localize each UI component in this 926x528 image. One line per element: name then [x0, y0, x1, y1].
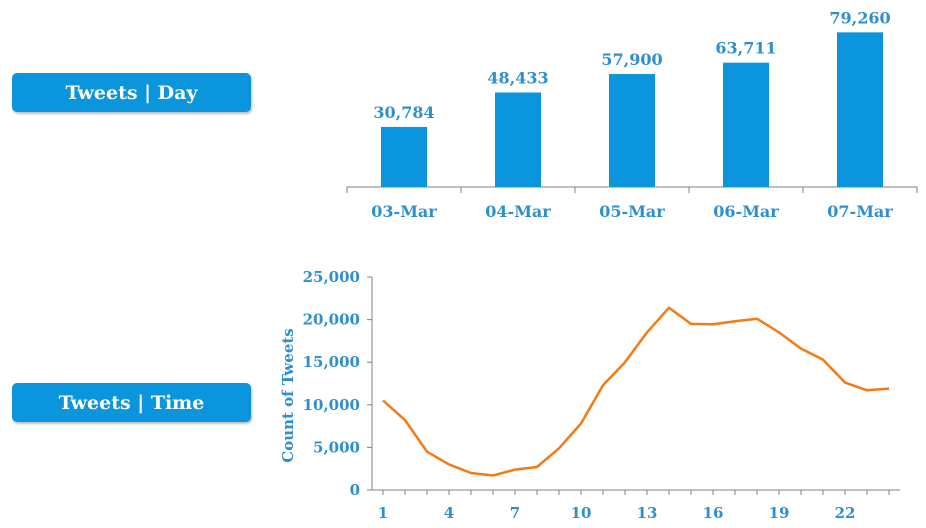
line-x-tick-label: 16	[703, 504, 724, 522]
line-series-tweets	[382, 306, 890, 477]
line-y-tick-label: 15,000	[303, 353, 360, 371]
bar-category-label: 04-Mar	[485, 202, 551, 221]
line-y-axis-title: Count of Tweets	[279, 328, 297, 462]
line-x-tick-label: 10	[571, 504, 592, 522]
tweets-time-label: Tweets | Time	[12, 383, 251, 422]
bar-06-Mar	[723, 62, 769, 187]
bar-category-label: 06-Mar	[713, 202, 779, 221]
bar-data-label: 63,711	[715, 39, 776, 58]
line-y-tick-label: 0	[350, 481, 360, 499]
bar-data-label: 57,900	[601, 50, 662, 69]
bar-data-label: 48,433	[487, 68, 548, 87]
tweets-day-label: Tweets | Day	[12, 73, 251, 112]
line-x-tick-label: 22	[835, 504, 856, 522]
line-y-tick-label: 5,000	[313, 438, 360, 456]
line-x-tick-label: 7	[510, 504, 520, 522]
bar-category-label: 07-Mar	[827, 202, 893, 221]
bar-category-label: 05-Mar	[599, 202, 665, 221]
bar-04-Mar	[495, 92, 541, 187]
line-x-tick-label: 4	[444, 504, 454, 522]
bar-07-Mar	[837, 32, 883, 187]
bar-data-label: 79,260	[829, 8, 890, 27]
bar-05-Mar	[609, 74, 655, 187]
line-y-tick-label: 20,000	[303, 311, 360, 329]
bar-data-label: 30,784	[373, 103, 434, 122]
line-x-tick-label: 13	[637, 504, 658, 522]
bar-category-label: 03-Mar	[371, 202, 437, 221]
line-y-tick-label: 25,000	[303, 268, 360, 286]
line-x-tick-label: 19	[769, 504, 790, 522]
bar-03-Mar	[381, 126, 427, 187]
tweets-per-day-bar-chart: 30,784 03-Mar 48,433 04-Mar 57,900 05-Mar 63,7…	[346, 8, 918, 221]
line-x-tick-label: 1	[378, 504, 388, 522]
line-y-tick-label: 10,000	[303, 396, 360, 414]
